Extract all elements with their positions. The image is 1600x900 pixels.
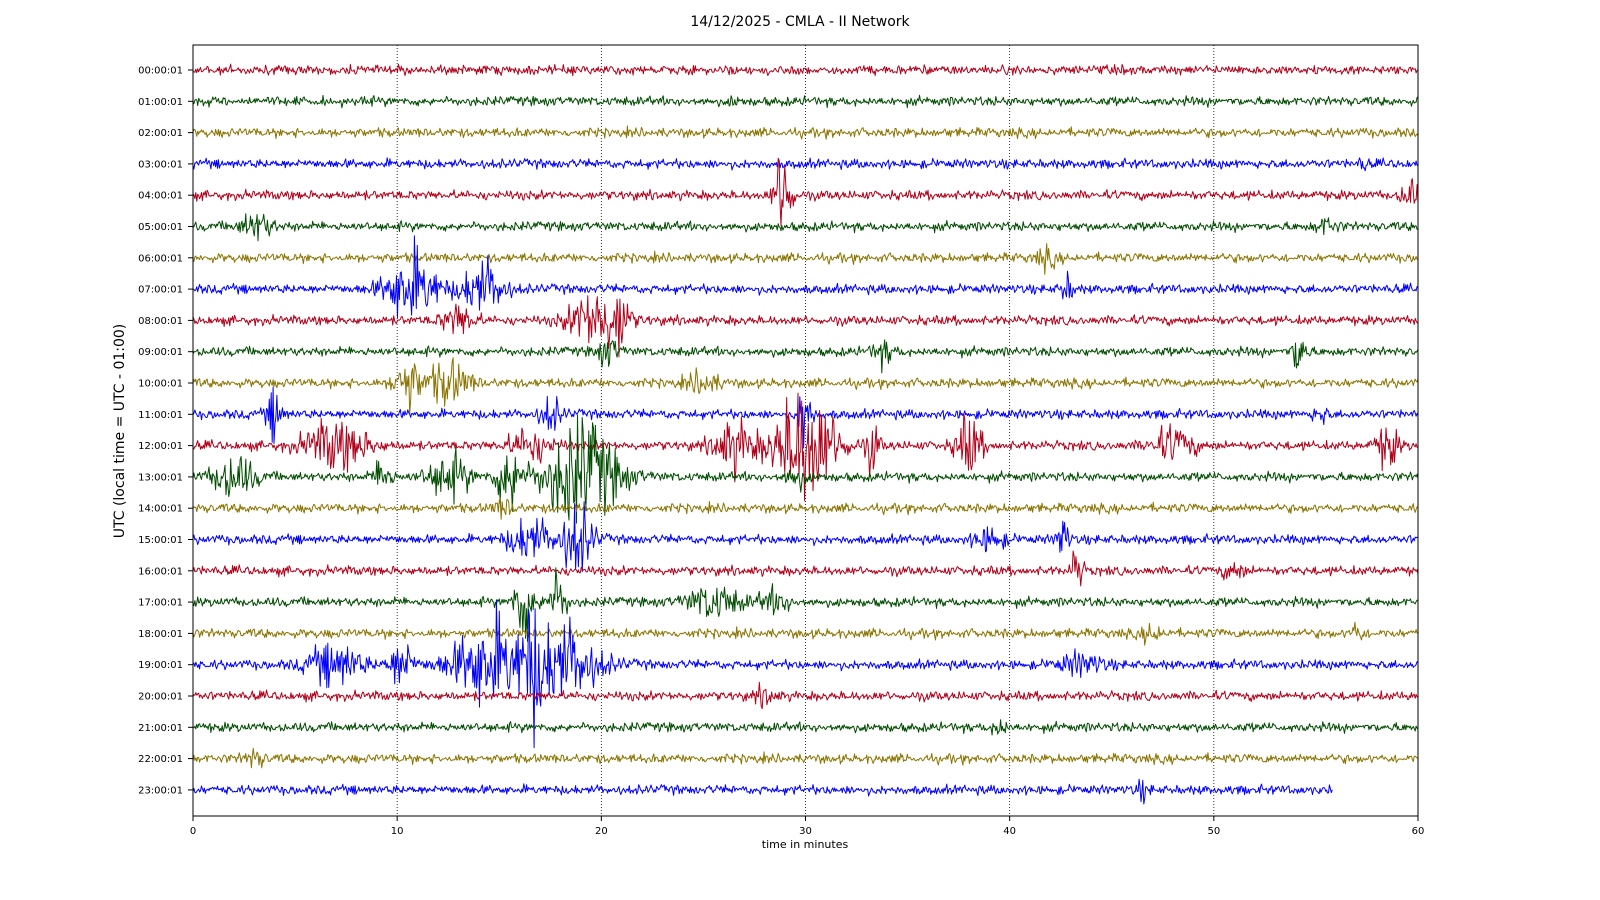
seismic-trace (192, 213, 1419, 242)
y-tick-label: 22:00:01 (138, 754, 183, 765)
seismic-trace (192, 747, 1419, 769)
y-tick-label: 20:00:01 (138, 692, 183, 703)
y-tick-label: 00:00:01 (138, 66, 183, 77)
y-tick-label: 04:00:01 (138, 191, 183, 202)
x-tick-label: 30 (799, 826, 812, 837)
y-tick-label: 16:00:01 (138, 566, 183, 577)
seismic-trace (192, 719, 1419, 736)
seismic-trace (192, 778, 1333, 805)
y-tick-label: 12:00:01 (138, 441, 183, 452)
seismic-trace (192, 392, 1419, 502)
y-tick-label: 13:00:01 (138, 472, 183, 483)
y-tick-label: 23:00:01 (138, 785, 183, 796)
seismic-trace (192, 599, 1419, 749)
y-tick-label: 05:00:01 (138, 222, 183, 233)
plot-frame (192, 44, 1419, 817)
x-axis: 0 10 20 30 40 50 60 (190, 816, 1425, 837)
seismic-trace (192, 63, 1419, 77)
seismic-trace (192, 621, 1419, 646)
seismic-trace (192, 550, 1419, 587)
seismic-trace (192, 157, 1419, 227)
x-axis-label: time in minutes (762, 838, 849, 851)
seismic-trace (192, 681, 1419, 710)
x-tick-label: 60 (1412, 826, 1425, 837)
seismic-trace (192, 497, 1419, 520)
y-tick-label: 21:00:01 (138, 723, 183, 734)
y-tick-label: 14:00:01 (138, 504, 183, 515)
y-tick-label: 06:00:01 (138, 253, 183, 264)
x-tick-label: 0 (190, 826, 196, 837)
x-tick-label: 20 (595, 826, 608, 837)
y-tick-label: 07:00:01 (138, 285, 183, 296)
y-tick-label: 08:00:01 (138, 316, 183, 327)
chart-title: 14/12/2025 - CMLA - II Network (690, 14, 910, 30)
seismic-trace (192, 339, 1419, 374)
seismic-trace (192, 157, 1419, 172)
x-tick-label: 10 (391, 826, 404, 837)
grid-lines (396, 45, 1215, 816)
seismic-trace (192, 243, 1419, 275)
seismic-trace (192, 295, 1419, 358)
y-tick-label: 19:00:01 (138, 660, 183, 671)
seismic-trace (192, 414, 1419, 524)
seismic-trace (192, 501, 1419, 573)
x-tick-label: 40 (1003, 826, 1016, 837)
y-tick-label: 03:00:01 (138, 159, 183, 170)
seismic-trace (192, 386, 1419, 449)
seismic-trace (192, 125, 1419, 140)
seismic-trace (192, 357, 1419, 415)
y-tick-label: 10:00:01 (138, 379, 183, 390)
y-tick-label: 15:00:01 (138, 535, 183, 546)
y-tick-label: 11:00:01 (138, 410, 183, 421)
y-tick-label: 17:00:01 (138, 598, 183, 609)
y-axis: 00:00:01 01:00:01 02:00:01 03:00:01 04:00:01… (138, 66, 193, 796)
y-axis-label: UTC (local time = UTC - 01:00) (112, 324, 128, 539)
x-tick-label: 50 (1207, 826, 1220, 837)
y-tick-label: 18:00:01 (138, 629, 183, 640)
seismic-traces (192, 63, 1419, 805)
seismic-trace (192, 94, 1419, 109)
y-tick-label: 02:00:01 (138, 128, 183, 139)
seismic-trace (192, 567, 1419, 642)
seismic-trace (192, 235, 1419, 319)
y-tick-label: 01:00:01 (138, 97, 183, 108)
y-tick-label: 09:00:01 (138, 347, 183, 358)
